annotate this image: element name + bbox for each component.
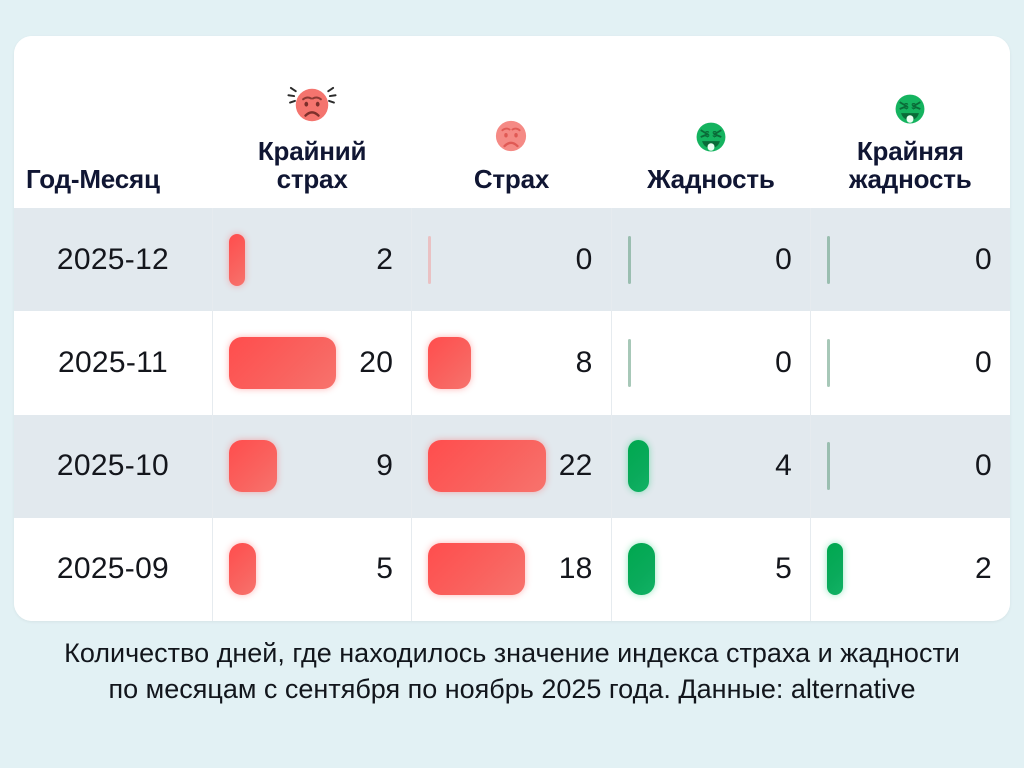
table-row: 2025-11 20 8 0 0 [14,311,1010,415]
table-cell-extreme-greed: 0 [810,311,1010,415]
value-label: 20 [359,345,394,379]
table-cell-extreme-fear: 5 [211,517,412,621]
column-header-month: Год-Месяц [14,36,213,208]
value-label: 2 [975,552,992,586]
value-label: 0 [975,242,992,276]
fear-greed-table: Год-Месяц [14,36,1010,621]
column-header-extreme-greed-label: Крайняя жадность [849,137,972,194]
table-row: 2025-10 9 22 4 0 [14,414,1010,518]
table-cell-extreme-fear: 9 [211,414,412,518]
value-bar [228,543,256,596]
svg-text:$: $ [705,130,710,139]
table-row: 2025-12 2 0 0 0 [14,208,1010,312]
table-cell-extreme-greed: 0 [810,414,1010,518]
value-bar [827,235,831,284]
column-header-extreme-greed-line2: жадность [849,164,972,195]
month-label: 2025-10 [56,449,170,483]
value-bar [827,442,831,491]
column-header-extreme-fear-line1: Крайний [257,135,367,166]
worried-face-emoji [488,113,534,159]
table-cell-greed: 5 [610,517,811,621]
table-cell-extreme-greed: 0 [810,208,1010,312]
fear-greed-table-card: Год-Месяц [14,36,1010,621]
table-cell-month: 2025-12 [14,208,213,312]
table-body: 2025-12 2 0 0 0 2025-11 20 8 0 0 2025-10 9 22 4 0 2025-… [14,208,1010,621]
column-header-fear-label: Страх [473,164,550,195]
table-cell-fear: 0 [411,208,612,312]
table-cell-extreme-greed: 2 [810,517,1010,621]
value-label: 18 [558,552,593,586]
value-bar [827,543,844,596]
column-header-extreme-fear-line2: страх [276,164,348,195]
table-cell-fear: 8 [411,311,612,415]
caption-line-2: по месяцам с сентября по ноябрь 2025 год… [108,673,916,704]
column-header-fear: Страх [411,36,612,208]
value-bar [627,543,655,596]
money-mouth-face-emoji: $ $ [689,115,733,159]
value-bar [428,235,432,284]
money-mouth-face-emoji: $ $ [888,87,932,131]
value-bar [228,440,277,493]
fearful-face-emoji [286,79,338,131]
svg-text:$: $ [912,102,917,111]
column-header-extreme-greed: $ $ Крайняя жадность [810,36,1010,208]
value-label: 22 [558,449,593,483]
month-label: 2025-09 [56,552,170,586]
value-bar [627,235,631,284]
value-bar [428,440,547,493]
table-row: 2025-09 5 18 5 2 [14,517,1010,621]
value-bar [428,336,472,389]
column-header-greed-label: Жадность [647,164,775,195]
value-bar [627,338,631,387]
table-cell-greed: 0 [610,311,811,415]
table-cell-greed: 4 [610,414,811,518]
table-header: Год-Месяц [14,36,1010,208]
table-cell-fear: 18 [411,517,612,621]
value-bar [827,338,831,387]
column-header-greed: $ $ Жадность [611,36,811,208]
table-header-row: Год-Месяц [14,36,1010,208]
value-bar [428,543,526,596]
column-header-extreme-fear: Крайний страх [212,36,412,208]
column-header-extreme-fear-label: Крайний страх [257,135,367,195]
value-label: 5 [376,552,394,586]
caption-line-1: Количество дней, где находилось значение… [64,638,960,668]
table-cell-month: 2025-10 [14,414,213,518]
table-cell-extreme-fear: 20 [211,311,412,415]
value-label: 2 [376,242,394,276]
value-label: 9 [376,449,394,483]
caption: Количество дней, где находилось значение… [0,636,1024,707]
month-label: 2025-12 [56,242,170,276]
value-bar [228,233,245,286]
value-label: 4 [775,449,793,483]
svg-text:$: $ [904,102,909,111]
value-label: 0 [575,242,593,276]
svg-text:$: $ [712,130,717,139]
value-label: 0 [975,345,992,379]
column-header-extreme-greed-line1: Крайняя [856,135,964,166]
value-label: 8 [575,345,593,379]
table-cell-month: 2025-11 [14,311,213,415]
value-label: 0 [975,449,992,483]
table-cell-extreme-fear: 2 [211,208,412,312]
month-label: 2025-11 [57,345,168,379]
table-cell-month: 2025-09 [14,517,213,621]
table-cell-fear: 22 [411,414,612,518]
value-label: 0 [775,242,793,276]
value-label: 0 [775,345,793,379]
table-cell-greed: 0 [610,208,811,312]
value-label: 5 [775,552,793,586]
column-header-month-label: Год-Месяц [26,164,160,195]
value-bar [228,336,336,389]
value-bar [627,440,649,493]
